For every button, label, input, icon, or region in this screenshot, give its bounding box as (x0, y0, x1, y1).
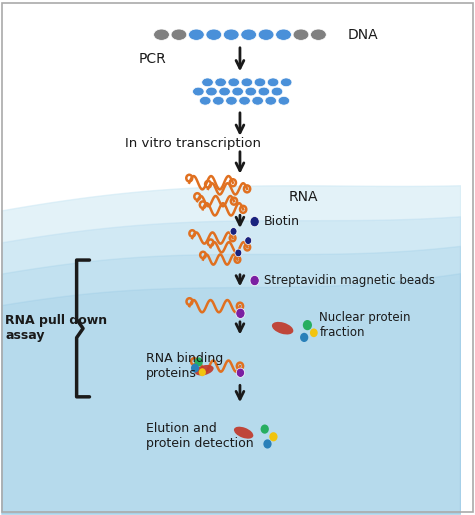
Circle shape (261, 424, 269, 434)
Circle shape (236, 308, 245, 318)
Circle shape (245, 237, 252, 245)
Ellipse shape (223, 29, 239, 40)
Circle shape (230, 228, 237, 235)
Ellipse shape (276, 29, 291, 40)
Circle shape (250, 216, 259, 227)
Circle shape (263, 439, 272, 449)
Text: RNA: RNA (288, 190, 318, 204)
Circle shape (310, 329, 318, 337)
Circle shape (269, 432, 277, 441)
Circle shape (199, 368, 206, 376)
Circle shape (195, 357, 203, 367)
Ellipse shape (189, 29, 204, 40)
Ellipse shape (171, 29, 187, 40)
Ellipse shape (215, 78, 227, 87)
Ellipse shape (271, 87, 283, 96)
Ellipse shape (239, 96, 250, 105)
Ellipse shape (153, 29, 170, 40)
Ellipse shape (254, 78, 266, 87)
Ellipse shape (258, 29, 274, 40)
Ellipse shape (265, 96, 276, 105)
Circle shape (236, 368, 245, 377)
Ellipse shape (241, 29, 257, 40)
Circle shape (191, 364, 199, 373)
Text: In vitro transcription: In vitro transcription (125, 138, 261, 150)
Text: Biotin: Biotin (264, 215, 300, 228)
Circle shape (303, 320, 312, 330)
Text: Streptavidin magnetic beads: Streptavidin magnetic beads (264, 274, 435, 287)
Circle shape (300, 333, 308, 342)
Ellipse shape (245, 87, 256, 96)
Ellipse shape (280, 78, 292, 87)
Circle shape (235, 249, 242, 257)
Ellipse shape (192, 87, 204, 96)
Ellipse shape (278, 96, 290, 105)
Ellipse shape (202, 78, 213, 87)
Text: Nuclear protein
fraction: Nuclear protein fraction (319, 311, 411, 339)
Ellipse shape (272, 322, 294, 334)
Text: PCR: PCR (139, 52, 167, 66)
Ellipse shape (258, 87, 270, 96)
Ellipse shape (195, 365, 214, 375)
Text: RNA pull down
assay: RNA pull down assay (5, 315, 107, 342)
Ellipse shape (212, 96, 224, 105)
Circle shape (250, 276, 259, 286)
Ellipse shape (219, 87, 230, 96)
Text: RNA binding
proteins: RNA binding proteins (146, 352, 223, 380)
Ellipse shape (200, 96, 211, 105)
Text: Elution and
protein detection: Elution and protein detection (146, 422, 254, 450)
Text: DNA: DNA (348, 28, 379, 42)
Ellipse shape (311, 29, 326, 40)
Ellipse shape (232, 87, 243, 96)
Ellipse shape (206, 29, 222, 40)
Ellipse shape (252, 96, 264, 105)
Ellipse shape (234, 427, 253, 439)
Ellipse shape (226, 96, 237, 105)
Ellipse shape (206, 87, 217, 96)
Ellipse shape (228, 78, 239, 87)
Ellipse shape (293, 29, 309, 40)
Ellipse shape (241, 78, 253, 87)
Ellipse shape (267, 78, 279, 87)
